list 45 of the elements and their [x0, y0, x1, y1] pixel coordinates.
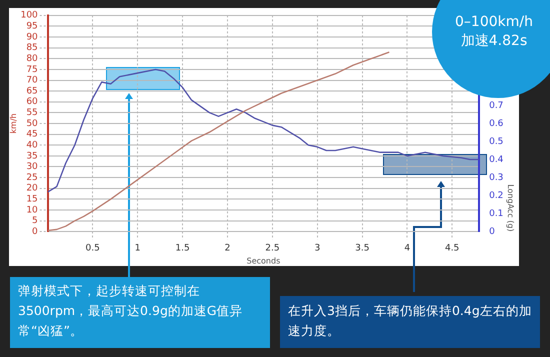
y-axis-title: km/h	[8, 113, 18, 134]
y-tick-label: 20	[26, 184, 38, 194]
text: 弹射模式下，起步转速可控制在3500rpm，最高可达0.9g的加速G值异常“凶猛”。	[10, 277, 270, 348]
x-axis-title: Seconds	[246, 256, 280, 266]
annotation: 加速4.82s	[460, 32, 528, 51]
x-tick-label: 2.5	[265, 243, 280, 254]
y2-tick-label: 0.2	[489, 190, 504, 201]
x-tick-label: 3.5	[355, 243, 370, 254]
y2-tick-label: 0.5	[489, 136, 504, 147]
x-tick-label: 1	[134, 243, 140, 254]
x-tick-label: 4	[404, 243, 410, 254]
y-tick-label: 5	[32, 216, 38, 226]
y-tick-label: 25	[26, 172, 38, 183]
y-tick-label: 85	[26, 43, 38, 54]
y-tick-label: 10	[26, 205, 38, 216]
x-tick-label: 2	[224, 243, 230, 254]
y-tick-label: 40	[26, 140, 38, 150]
y-tick-label: 95	[26, 22, 38, 32]
y2-tick-label: 0.7	[489, 100, 504, 111]
y-tick-label: 80	[26, 54, 38, 64]
y2-axis-title: LongAcc (g)	[506, 184, 516, 232]
y2-tick-label: 0.1	[489, 208, 504, 219]
y2-tick-label: 0.4	[489, 154, 504, 165]
y-tick-label: 100	[20, 10, 38, 21]
y-tick-label: 65	[26, 86, 38, 96]
y-tick-label: 55	[26, 108, 38, 118]
y-tick-label: 90	[26, 32, 38, 42]
y-tick-label: 35	[26, 151, 38, 162]
x-tick-label: 3	[314, 243, 320, 254]
x-tick-label: 0.5	[86, 243, 100, 254]
x-tick-label: 1.5	[175, 243, 190, 254]
y-tick-label: 45	[26, 130, 38, 140]
y-tick-label: 75	[26, 64, 38, 75]
y-tick-label: 15	[26, 194, 38, 205]
x-tick-label: 4.5	[444, 243, 460, 254]
text: 在升入3挡后，车辆仍能保持0.4g左右的加速力度。	[280, 296, 540, 348]
y-tick-label: 70	[26, 76, 38, 86]
y-tick-label: 50	[26, 118, 38, 129]
annotation: 0–100km/h	[454, 13, 534, 32]
y2-tick-label: 0.3	[489, 172, 504, 183]
y-tick-label: 60	[26, 97, 38, 108]
y-tick-label: 0	[32, 226, 38, 237]
y2-tick-label: 0	[489, 226, 496, 237]
y2-tick-label: 0.6	[489, 118, 504, 129]
y-tick-label: 30	[26, 162, 38, 172]
